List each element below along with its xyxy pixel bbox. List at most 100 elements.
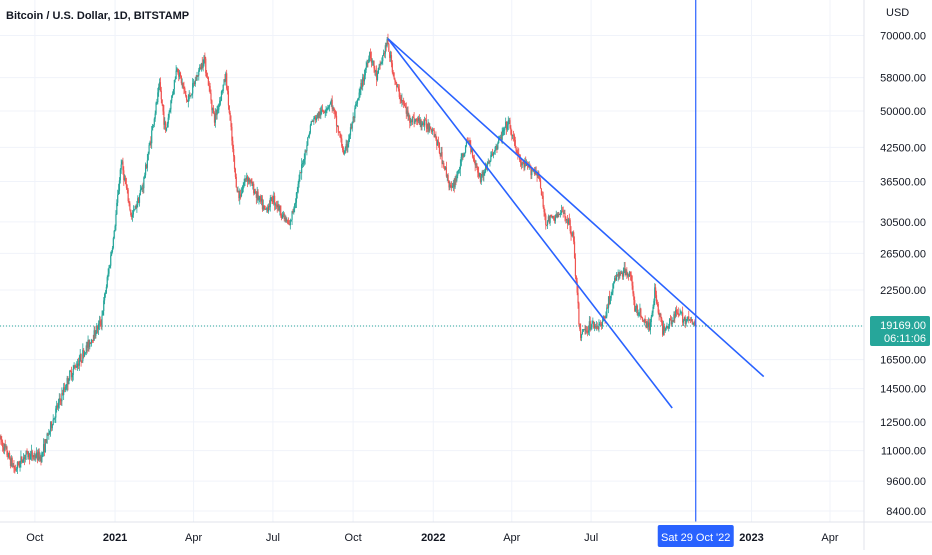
candle-body	[576, 281, 578, 293]
candle-body	[496, 146, 498, 149]
candle-body	[8, 452, 11, 459]
candle-body	[593, 321, 595, 328]
candle-body	[232, 140, 234, 150]
candle-body	[581, 331, 583, 335]
candle-body	[119, 169, 121, 181]
candle-body	[440, 152, 442, 157]
candle-body	[370, 57, 373, 63]
candle-body	[539, 179, 542, 189]
candle-body	[1, 440, 3, 442]
candle-body	[566, 219, 569, 224]
candle-body	[394, 78, 396, 82]
candle-body	[26, 450, 28, 452]
trendline-1[interactable]	[387, 38, 765, 378]
candle-body	[214, 113, 216, 123]
candle-body	[559, 213, 561, 215]
candle-body	[153, 118, 155, 125]
candle-body	[90, 342, 92, 344]
candle-body	[441, 152, 443, 164]
candle-body	[381, 61, 383, 64]
candle-body	[584, 329, 586, 332]
candle-body	[389, 51, 391, 58]
candle-body	[420, 119, 422, 127]
candle-body	[457, 170, 460, 172]
candle-body	[326, 108, 328, 110]
candle-body	[422, 122, 424, 124]
candle-body	[348, 138, 350, 144]
candle-body	[460, 156, 462, 166]
candle-body	[244, 178, 246, 183]
candle-body	[227, 91, 230, 106]
y-tick-label: 36500.00	[880, 177, 926, 189]
candle-body	[144, 175, 146, 178]
candle-body	[218, 103, 220, 110]
candle-body	[301, 164, 303, 174]
candle-body	[604, 317, 606, 319]
candle-body	[405, 107, 407, 114]
candle-body	[72, 368, 74, 376]
candle-body	[318, 111, 320, 118]
candle-body	[497, 143, 499, 149]
candle-body	[111, 247, 114, 252]
candle-body	[568, 219, 570, 221]
candle-body	[673, 314, 675, 322]
candle-body	[164, 122, 166, 125]
candle-body	[464, 145, 467, 153]
candle-body	[403, 103, 406, 107]
candle-body	[316, 114, 318, 118]
candle-body	[321, 109, 323, 111]
candle-body	[632, 285, 634, 294]
candle-body	[425, 120, 427, 128]
candle-body	[610, 294, 612, 299]
candle-body	[426, 127, 428, 129]
candle-body	[354, 108, 356, 119]
candle-body	[342, 150, 345, 154]
candle-body	[9, 458, 12, 466]
candle-body	[542, 195, 544, 207]
candle-body	[61, 393, 63, 402]
candle-body	[299, 172, 301, 179]
candle-body	[538, 172, 540, 179]
candle-body	[413, 117, 415, 124]
trendline-2[interactable]	[387, 38, 673, 409]
candle-body	[88, 339, 90, 348]
candle-body	[572, 232, 574, 236]
candle-body	[525, 162, 527, 166]
countdown-value: 06:11:06	[884, 333, 926, 345]
candle-body	[675, 309, 677, 317]
candle-body	[611, 292, 613, 295]
candle-body	[151, 130, 153, 144]
candle-body	[653, 300, 655, 307]
candle-body	[600, 323, 602, 325]
candle-body	[278, 204, 280, 211]
candle-body	[266, 207, 268, 209]
candle-body	[74, 365, 76, 367]
candle-body	[607, 296, 610, 308]
candle-body	[375, 70, 377, 72]
candle-body	[666, 326, 668, 329]
candle-body	[313, 118, 315, 122]
candle-body	[417, 117, 420, 122]
candle-body	[615, 274, 617, 281]
candle-body	[329, 102, 332, 105]
candle-body	[10, 458, 12, 466]
candle-body	[457, 171, 459, 176]
candle-body	[384, 45, 386, 54]
candle-body	[594, 325, 597, 328]
candle-body	[462, 153, 464, 157]
candle-body	[682, 320, 685, 323]
candle-body	[627, 274, 629, 276]
candle-body	[219, 100, 222, 102]
candle-body	[13, 465, 15, 469]
candle-body	[669, 318, 672, 321]
candle-body	[302, 162, 305, 164]
candle-body	[33, 455, 35, 457]
candle-body	[161, 99, 163, 105]
candle-body	[131, 215, 133, 218]
candle-body	[287, 220, 289, 224]
candle-body	[37, 451, 39, 461]
candle-body	[7, 455, 9, 457]
candle-body	[560, 210, 563, 214]
